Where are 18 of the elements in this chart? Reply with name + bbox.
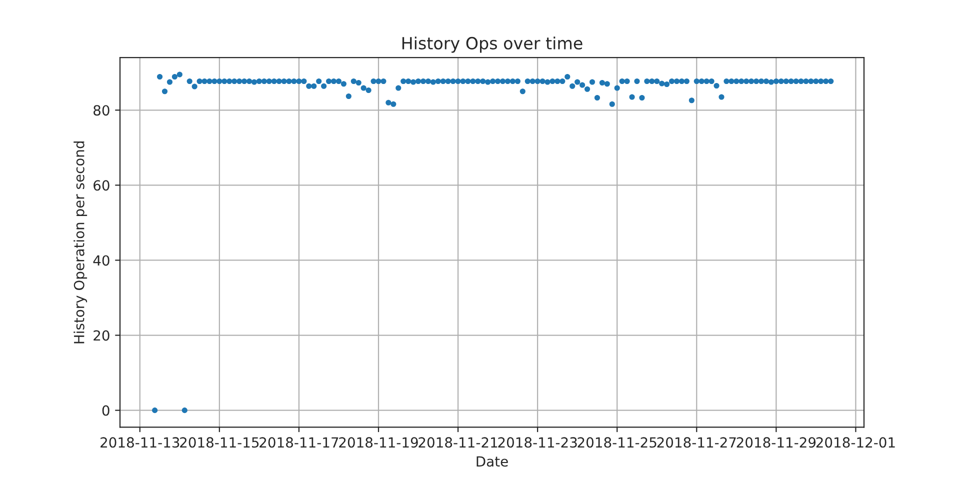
x-tick-label: 2018-12-01 xyxy=(816,437,895,448)
x-tick-label: 2018-11-29 xyxy=(736,437,816,448)
x-tick-label: 2018-11-23 xyxy=(498,437,577,448)
x-tick-label: 2018-11-27 xyxy=(657,437,736,448)
x-tick-label: 2018-11-15 xyxy=(180,437,259,448)
y-tick-label: 60 xyxy=(94,180,110,191)
y-tick-label: 20 xyxy=(94,330,110,341)
chart-title: History Ops over time xyxy=(402,36,582,53)
y-tick-label: 0 xyxy=(102,405,110,416)
x-tick-label: 2018-11-19 xyxy=(339,437,418,448)
y-axis-title: History Operation per second xyxy=(74,141,88,344)
y-tick-label: 80 xyxy=(94,105,110,116)
x-tick-label: 2018-11-25 xyxy=(578,437,656,448)
x-tick-label: 2018-11-21 xyxy=(418,437,498,448)
y-tick-label: 40 xyxy=(93,255,110,266)
x-tick-label: 2018-11-17 xyxy=(260,437,338,448)
x-tick-label: 2018-11-13 xyxy=(100,437,180,448)
x-axis-title: Date xyxy=(476,456,508,467)
